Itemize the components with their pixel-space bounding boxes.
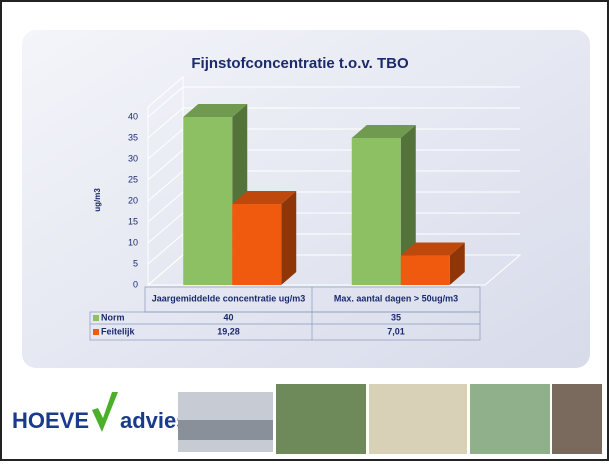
plot: 0 5 10 15 20 25 30 35 40 Jaargemiddelde concentra… (89, 75, 522, 341)
y-tick-label: 5 (133, 258, 138, 268)
bar-side (449, 242, 465, 285)
bar-front (183, 117, 233, 285)
grid-line (147, 86, 520, 118)
bar-top (400, 242, 465, 256)
y-tick-label: 20 (128, 195, 138, 205)
y-tick-label: 10 (128, 237, 138, 247)
y-tick-label: 25 (128, 174, 138, 184)
data-label: 35 (391, 312, 401, 322)
bar-front (351, 138, 401, 285)
logo-left: HOEVE (12, 408, 89, 433)
legend-label: Norm (101, 312, 125, 322)
footer: HOEVE advies (12, 384, 602, 454)
legend-label: Feitelijk (101, 326, 136, 336)
bar (351, 125, 416, 285)
bar-top (183, 104, 248, 117)
photo (276, 384, 366, 454)
chart-title: Fijnstofconcentratie t.o.v. TBO (191, 55, 409, 72)
logo-mark (92, 392, 118, 432)
logo-right: advies (120, 408, 189, 433)
bar-side (281, 191, 297, 285)
legend-swatch (93, 315, 99, 321)
bar (232, 191, 297, 285)
bar-front (400, 255, 450, 285)
photo (369, 384, 467, 454)
legend-swatch (93, 329, 99, 335)
bar-top (232, 191, 297, 205)
grid-line (147, 107, 520, 139)
y-tick-label: 30 (128, 153, 138, 163)
y-tick-label: 0 (133, 279, 138, 289)
data-label: 7,01 (387, 326, 405, 336)
photo (552, 384, 602, 454)
y-axis-label: ug/m3 (93, 188, 102, 212)
x-tick-label: Max. aantal dagen > 50ug/m3 (334, 293, 458, 303)
y-tick-label: 40 (128, 111, 138, 121)
bar-front (232, 204, 282, 285)
bar (400, 242, 465, 285)
photo (470, 384, 550, 454)
photo (178, 420, 273, 440)
data-label: 19,28 (217, 326, 240, 336)
bar-top (351, 125, 416, 138)
table-header (144, 286, 481, 313)
x-tick-label: Jaargemiddelde concentratie ug/m3 (152, 293, 306, 303)
y-tick-label: 35 (128, 132, 138, 142)
y-tick-label: 15 (128, 216, 138, 226)
bar-side (400, 125, 416, 285)
data-label: 40 (223, 312, 233, 322)
